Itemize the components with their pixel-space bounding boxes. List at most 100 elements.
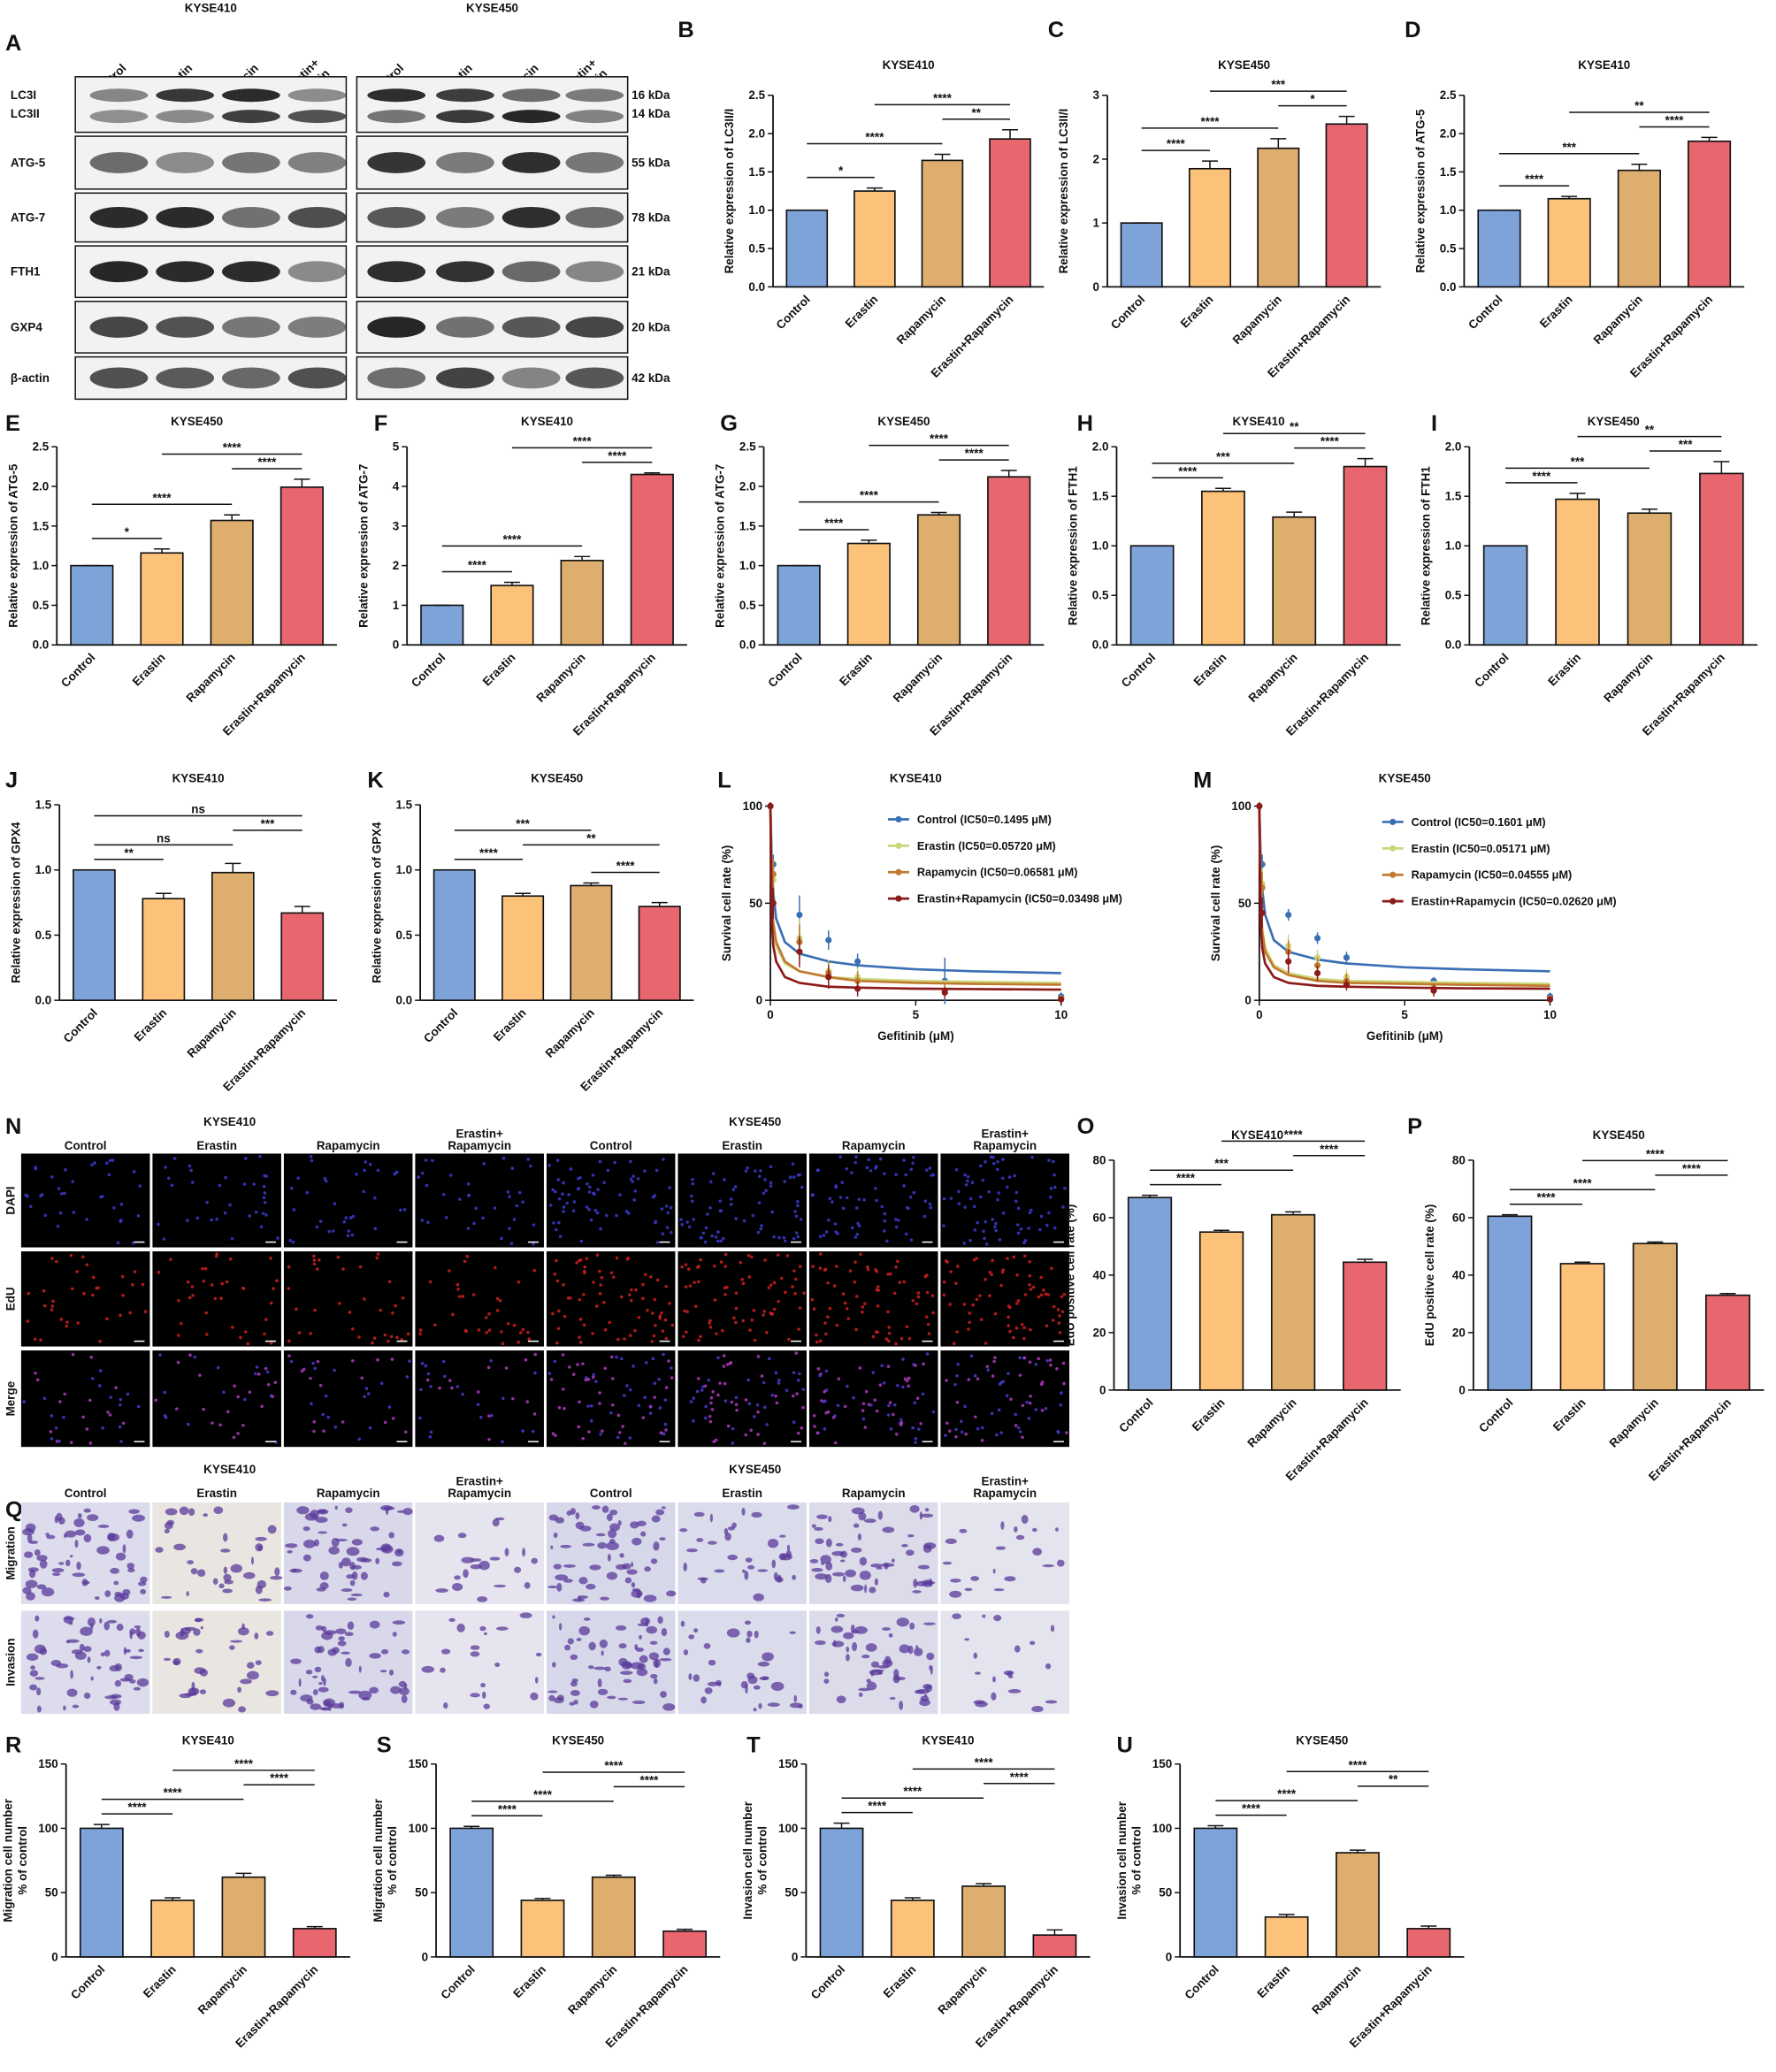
- x-tick-label: 10: [1054, 1008, 1068, 1021]
- y-tick-label: 4: [393, 479, 400, 493]
- significance-label: ****: [1682, 1162, 1702, 1175]
- significance-label: **: [1634, 99, 1644, 112]
- y-tick-label: 3: [393, 519, 399, 532]
- stained-cell: [22, 1528, 34, 1536]
- significance-label: ****: [975, 1755, 994, 1769]
- x-tick-label: 0: [767, 1008, 773, 1021]
- stained-cell: [907, 1645, 914, 1655]
- stained-cell: [595, 1533, 606, 1537]
- cell-dot: [585, 1205, 589, 1209]
- bar: [1257, 147, 1300, 288]
- significance-label: ****: [616, 860, 636, 873]
- cell-dot: [734, 1395, 739, 1400]
- cell-dot: [272, 1287, 275, 1290]
- stained-cell: [240, 1678, 252, 1685]
- cell-dot: [246, 1342, 250, 1346]
- cell-dot: [363, 1168, 366, 1173]
- cell-dot: [515, 1204, 519, 1208]
- cell-dot: [521, 1429, 524, 1434]
- cell-dot: [791, 1394, 795, 1398]
- data-point: [769, 899, 777, 906]
- cell-dot: [629, 1177, 633, 1181]
- column-label: Rapamycin: [973, 1139, 1037, 1152]
- cell-dot: [163, 1390, 166, 1395]
- cell-dot: [854, 1235, 858, 1239]
- bar: [1343, 1261, 1388, 1391]
- stained-cell: [770, 1681, 785, 1691]
- cell-dot: [892, 1412, 895, 1417]
- cell-dot: [198, 1373, 202, 1377]
- cell-dot: [114, 1386, 118, 1390]
- cell-dot: [609, 1411, 613, 1415]
- cell-dot: [589, 1418, 593, 1423]
- cell-dot: [988, 1270, 992, 1274]
- stained-cell: [778, 1534, 786, 1538]
- stained-cell: [952, 1613, 961, 1619]
- stained-cell: [816, 1514, 828, 1519]
- cell-dot: [309, 1332, 312, 1335]
- cell-dot: [506, 1190, 510, 1194]
- stained-cell: [443, 1701, 448, 1709]
- cell-dot: [501, 1396, 505, 1401]
- cell-dot: [874, 1166, 877, 1170]
- stained-cell: [785, 1549, 792, 1558]
- cell-dot: [792, 1371, 796, 1374]
- stained-cell: [882, 1526, 895, 1533]
- cell-dot: [1022, 1254, 1027, 1258]
- cell-dot: [654, 1220, 657, 1225]
- cell-dot: [692, 1396, 696, 1400]
- blot-band: [222, 151, 280, 173]
- bar: [777, 564, 821, 646]
- stained-cell: [90, 1676, 94, 1681]
- cell-dot: [976, 1377, 980, 1380]
- stained-cell: [688, 1634, 695, 1640]
- cell-dot: [315, 1225, 319, 1229]
- cell-dot: [501, 1342, 505, 1346]
- chart-title: KYSE450: [171, 415, 223, 428]
- y-tick-label: 0: [51, 1950, 57, 1963]
- significance-label: ****: [1348, 1758, 1367, 1771]
- stained-cell: [435, 1588, 448, 1593]
- blot-band: [565, 88, 624, 103]
- cell-dot: [448, 1269, 451, 1273]
- stained-cell: [874, 1578, 878, 1586]
- cell-dot: [750, 1318, 754, 1322]
- cell-dot: [65, 1324, 68, 1328]
- cell-dot: [823, 1332, 828, 1336]
- cell-dot: [408, 1359, 411, 1363]
- cell-dot: [663, 1318, 668, 1322]
- cell-dot: [998, 1382, 1002, 1387]
- cell-dot: [287, 1287, 291, 1290]
- stained-cell: [570, 1654, 578, 1660]
- stained-cell: [335, 1538, 348, 1541]
- cell-dot: [1012, 1255, 1016, 1259]
- cell-dot: [846, 1317, 850, 1320]
- cell-dot: [976, 1220, 979, 1225]
- stained-cell: [831, 1571, 845, 1577]
- cell-dot: [29, 1204, 33, 1209]
- stained-cell: [113, 1580, 119, 1586]
- stained-cell: [52, 1572, 61, 1577]
- cell-dot: [875, 1269, 879, 1273]
- data-point: [825, 937, 832, 944]
- stained-cell: [126, 1563, 135, 1570]
- stained-cell: [461, 1556, 475, 1564]
- significance-label: ****: [533, 1788, 553, 1801]
- cell-dot: [875, 1409, 879, 1413]
- stained-cell: [744, 1620, 752, 1625]
- stained-cell: [753, 1593, 765, 1602]
- stained-cell: [315, 1625, 324, 1631]
- x-tick-label: Rapamycin: [185, 1006, 239, 1060]
- cell-dot: [907, 1336, 912, 1341]
- blot-band: [156, 88, 215, 103]
- cell-dot: [1060, 1295, 1064, 1299]
- cell-dot: [578, 1176, 582, 1180]
- cell-dot: [967, 1378, 971, 1381]
- cell-dot: [756, 1355, 761, 1358]
- cell-dot: [313, 1366, 317, 1371]
- cell-dot: [71, 1180, 75, 1183]
- blot-band: [436, 261, 494, 283]
- cell-dot: [616, 1337, 620, 1342]
- cell-dot: [887, 1403, 891, 1408]
- stained-cell: [188, 1508, 195, 1516]
